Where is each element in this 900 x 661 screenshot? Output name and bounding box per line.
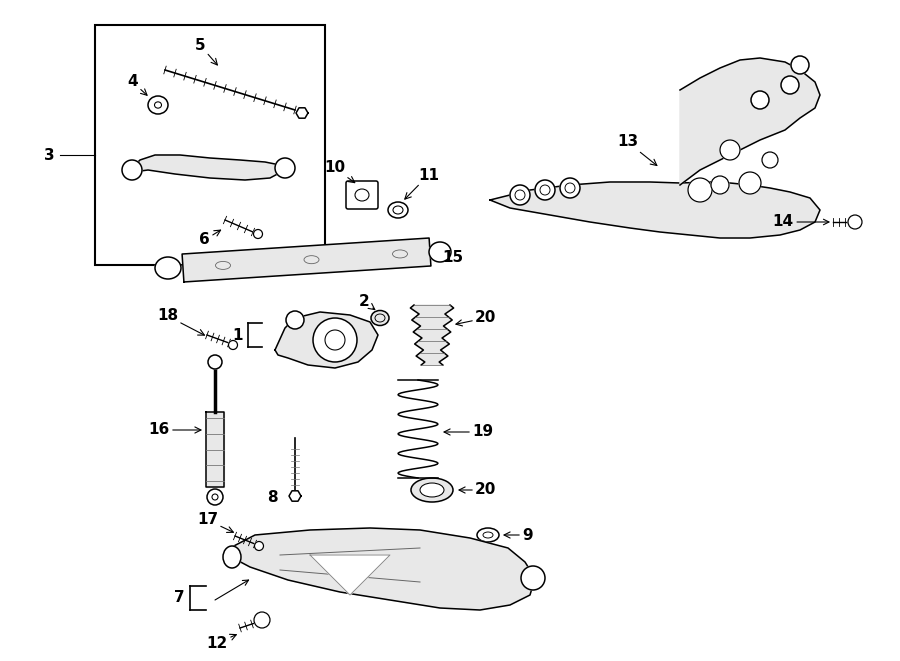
- Text: 17: 17: [197, 512, 233, 532]
- Ellipse shape: [411, 478, 453, 502]
- Text: 6: 6: [199, 230, 220, 247]
- Circle shape: [510, 185, 530, 205]
- Text: 9: 9: [504, 527, 533, 543]
- Text: 8: 8: [267, 490, 278, 506]
- Circle shape: [848, 215, 862, 229]
- Text: 4: 4: [128, 75, 147, 95]
- Polygon shape: [410, 305, 454, 365]
- Bar: [95, 25, 325, 265]
- Text: 13: 13: [616, 134, 657, 165]
- Circle shape: [122, 160, 142, 180]
- Circle shape: [791, 56, 809, 74]
- Ellipse shape: [148, 96, 168, 114]
- Text: 19: 19: [444, 424, 493, 440]
- Ellipse shape: [254, 229, 263, 239]
- Polygon shape: [230, 528, 535, 610]
- Circle shape: [560, 178, 580, 198]
- FancyBboxPatch shape: [346, 181, 378, 209]
- Text: 7: 7: [175, 590, 185, 605]
- Text: 3: 3: [44, 147, 55, 163]
- Polygon shape: [310, 555, 390, 595]
- Text: 20: 20: [459, 483, 497, 498]
- Text: 14: 14: [772, 215, 793, 229]
- Text: 18: 18: [157, 309, 204, 335]
- Polygon shape: [130, 155, 285, 180]
- Polygon shape: [275, 312, 378, 368]
- Polygon shape: [182, 238, 431, 282]
- Circle shape: [720, 140, 740, 160]
- Circle shape: [275, 158, 295, 178]
- Ellipse shape: [429, 242, 451, 262]
- Circle shape: [254, 612, 270, 628]
- Polygon shape: [289, 491, 301, 501]
- Polygon shape: [490, 182, 820, 238]
- Circle shape: [762, 152, 778, 168]
- Ellipse shape: [255, 541, 264, 551]
- Text: 16: 16: [148, 422, 201, 438]
- Text: 5: 5: [194, 38, 218, 65]
- Circle shape: [781, 76, 799, 94]
- Ellipse shape: [286, 311, 304, 329]
- Text: 11: 11: [405, 167, 439, 199]
- Circle shape: [207, 489, 223, 505]
- Polygon shape: [296, 108, 308, 118]
- Ellipse shape: [223, 546, 241, 568]
- Ellipse shape: [420, 483, 444, 497]
- Ellipse shape: [229, 340, 238, 350]
- Circle shape: [751, 91, 769, 109]
- Text: 12: 12: [207, 635, 237, 650]
- Circle shape: [739, 172, 761, 194]
- Ellipse shape: [155, 257, 181, 279]
- Ellipse shape: [388, 202, 408, 218]
- Text: 10: 10: [324, 161, 355, 182]
- Ellipse shape: [371, 311, 389, 325]
- Ellipse shape: [477, 528, 499, 542]
- Circle shape: [521, 566, 545, 590]
- Polygon shape: [680, 58, 820, 185]
- Circle shape: [313, 318, 357, 362]
- Text: 2: 2: [359, 295, 374, 309]
- Circle shape: [208, 355, 222, 369]
- Text: 1: 1: [232, 327, 243, 342]
- Circle shape: [535, 180, 555, 200]
- Text: 20: 20: [456, 311, 497, 326]
- Text: 15: 15: [442, 251, 464, 266]
- Circle shape: [688, 178, 712, 202]
- Polygon shape: [206, 412, 224, 487]
- Circle shape: [711, 176, 729, 194]
